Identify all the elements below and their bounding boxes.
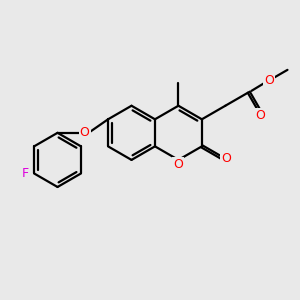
Text: O: O xyxy=(264,74,274,87)
Text: O: O xyxy=(80,126,89,139)
Text: F: F xyxy=(22,167,29,180)
Text: O: O xyxy=(255,109,265,122)
Text: O: O xyxy=(173,158,183,171)
Text: O: O xyxy=(221,152,231,165)
